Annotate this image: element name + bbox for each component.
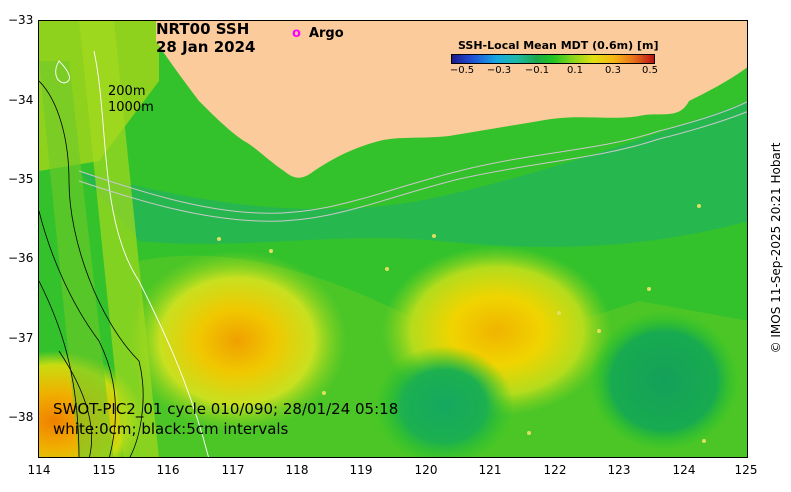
- colorbar-tick: −0.3: [486, 65, 512, 76]
- obs-point: [432, 234, 436, 238]
- isobaths: [78, 101, 747, 222]
- lon-tick: 114: [27, 463, 51, 477]
- map-title: NRT00 SSH 28 Jan 2024: [156, 20, 255, 56]
- argo-floats: [217, 204, 706, 443]
- ssh-band-slope: [79, 101, 747, 247]
- lon-tick: 116: [156, 463, 180, 477]
- colorbar-title: SSH-Local Mean MDT (0.6m) [m]: [458, 39, 659, 52]
- map-date: 28 Jan 2024: [156, 38, 256, 56]
- argo-legend: o Argo: [292, 26, 344, 41]
- lon-tick: 122: [543, 463, 567, 477]
- swot-swath-inner: [39, 61, 114, 457]
- argo-label: Argo: [308, 26, 344, 41]
- colorbar-tick: 0.3: [605, 65, 621, 76]
- lon-tick: 123: [607, 463, 631, 477]
- obs-point: [269, 249, 273, 253]
- lon-tick: 118: [285, 463, 309, 477]
- obs-point: [647, 287, 651, 291]
- obs-point: [322, 391, 326, 395]
- isobath-legend: 200m 1000m: [108, 84, 154, 116]
- obs-point: [527, 431, 531, 435]
- lat-tick: −36: [8, 251, 34, 265]
- lon-tick: 120: [414, 463, 438, 477]
- swot-annotation: SWOT-PIC2_01 cycle 010/090; 28/01/24 05:…: [53, 399, 398, 439]
- warm-eddy-west: [127, 251, 347, 431]
- obs-point: [697, 204, 701, 208]
- cool-eddy-south: [374, 346, 514, 457]
- lat-tick: −35: [8, 172, 34, 186]
- obs-point: [217, 237, 221, 241]
- product-name: NRT00 SSH: [156, 20, 250, 38]
- obs-point: [557, 311, 561, 315]
- lon-tick: 124: [672, 463, 696, 477]
- imos-credit: © IMOS 11-Sep-2025 20:21 Hobart: [769, 142, 783, 354]
- lon-tick: 121: [478, 463, 502, 477]
- lat-tick: −34: [8, 93, 34, 107]
- argo-marker-icon: o: [292, 26, 301, 41]
- swot-pass-info: SWOT-PIC2_01 cycle 010/090; 28/01/24 05:…: [53, 400, 399, 418]
- swot-swath: [79, 21, 159, 457]
- lon-tick: 125: [734, 463, 758, 477]
- cool-eddy-southeast: [589, 311, 739, 451]
- black-contours: [39, 80, 144, 457]
- lon-tick: 117: [221, 463, 245, 477]
- lon-tick: 119: [349, 463, 373, 477]
- ssh-map: [39, 21, 747, 457]
- map-area[interactable]: [38, 20, 748, 458]
- obs-point: [597, 329, 601, 333]
- colorbar-tick: 0.1: [567, 65, 583, 76]
- isobath-200m-label: 200m: [108, 84, 146, 99]
- contour-interval-info: white:0cm; black:5cm intervals: [53, 420, 289, 438]
- colorbar-tick: −0.1: [524, 65, 550, 76]
- obs-point: [385, 267, 389, 271]
- obs-point: [702, 439, 706, 443]
- colorbar-tick: −0.5: [449, 65, 475, 76]
- lat-tick: −33: [8, 13, 34, 27]
- lat-tick: −37: [8, 331, 34, 345]
- lon-tick: 115: [92, 463, 116, 477]
- colorbar-tick: 0.5: [642, 65, 658, 76]
- lat-tick: −38: [8, 410, 34, 424]
- colorbar: [451, 54, 655, 64]
- isobath-1000m-label: 1000m: [108, 100, 154, 115]
